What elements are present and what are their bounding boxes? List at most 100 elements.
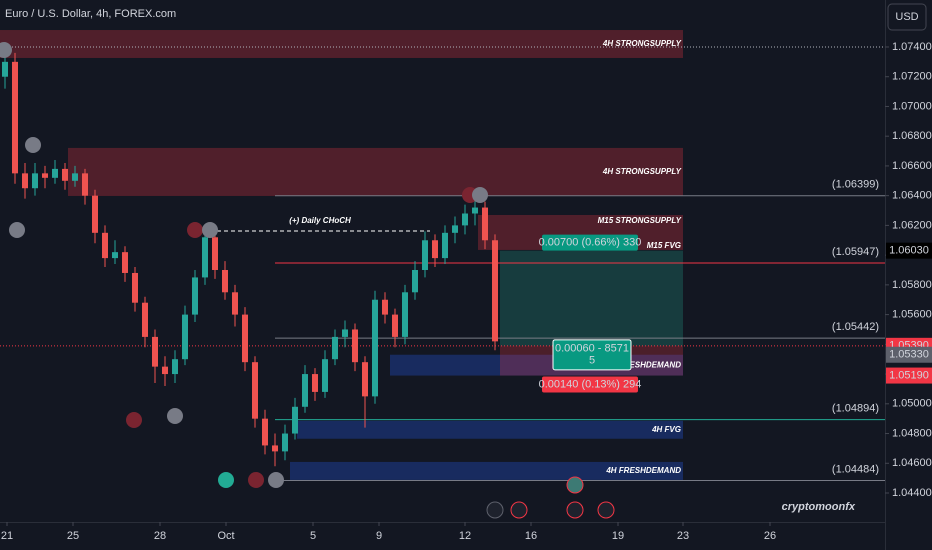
candle-body (22, 173, 28, 189)
candle-body (322, 359, 328, 392)
y-tick-label: 1.06800 (892, 130, 932, 142)
candle-body (302, 374, 308, 407)
x-tick-label: 21 (1, 530, 13, 542)
marker (187, 222, 203, 238)
candle-body (122, 252, 128, 273)
marker (0, 42, 12, 58)
zone (297, 420, 683, 439)
candle-body (262, 418, 268, 446)
currency-button[interactable] (887, 3, 927, 31)
candle-body (332, 336, 338, 360)
y-tick-label: 1.06400 (892, 190, 932, 202)
candle-body (82, 173, 88, 196)
marker (202, 222, 218, 238)
candle-body (162, 366, 168, 375)
stop-badge-text: 0.00140 (0.13%) 294 (539, 378, 642, 390)
zone-label: 4H FVG (651, 425, 681, 434)
marker (268, 472, 284, 488)
marker (248, 472, 264, 488)
marker (25, 137, 41, 153)
candle-body (342, 329, 348, 337)
zone-label: FRESHDEMAND (619, 360, 681, 369)
candle-body (72, 173, 78, 181)
marker (472, 187, 488, 203)
price-badge-label: 1.06030 (889, 245, 929, 257)
entry-badge-text: 5 (589, 355, 595, 367)
candle-body (312, 374, 318, 392)
watermark: cryptomoonfx (782, 501, 856, 513)
candle-body (42, 173, 48, 178)
level-label: (1.06399) (832, 179, 879, 191)
y-tick-label: 1.04800 (892, 427, 932, 439)
x-tick-label: 12 (459, 530, 471, 542)
zone-label: 4H STRONGSUPPLY (602, 167, 682, 176)
y-tick-label: 1.06600 (892, 160, 932, 172)
candle-body (452, 225, 458, 233)
zone-label: 4H STRONGSUPPLY (602, 39, 682, 48)
candle-body (272, 445, 278, 452)
event-icon[interactable] (597, 501, 615, 519)
candle-body (362, 362, 368, 397)
candle-body (112, 252, 118, 259)
level-label: (1.04484) (832, 463, 879, 475)
x-tick-label: 28 (154, 530, 166, 542)
y-tick-label: 1.04400 (892, 487, 932, 499)
candle-body (352, 329, 358, 363)
y-tick-label: 1.05000 (892, 398, 932, 410)
chart-title: Euro / U.S. Dollar, 4h, FOREX.com (5, 8, 176, 20)
candle-body (102, 232, 108, 259)
candle-body (12, 61, 18, 174)
candle-body (422, 240, 428, 270)
candle-body (172, 359, 178, 375)
candle-body (2, 61, 8, 77)
y-tick-label: 1.06200 (892, 219, 932, 231)
x-tick-label: Oct (217, 530, 234, 542)
zone (0, 30, 683, 58)
candle-body (432, 240, 438, 259)
currency-label[interactable]: USD (895, 11, 918, 23)
zone (68, 147, 683, 196)
level-label: (1.04894) (832, 402, 879, 414)
entry-badge-text: 0.00060 - 8571 (555, 343, 629, 355)
candle-body (212, 237, 218, 270)
candle-body (462, 213, 468, 226)
event-icon[interactable] (566, 476, 584, 494)
level-label: (1.05442) (832, 321, 879, 333)
marker (218, 472, 234, 488)
candle-body (392, 314, 398, 337)
x-tick-label: 16 (525, 530, 537, 542)
candle-body (292, 406, 298, 434)
candle-body (152, 336, 158, 367)
x-tick-label: 25 (67, 530, 79, 542)
candle-body (282, 433, 288, 452)
candle-body (132, 272, 138, 303)
price-badge-label: 1.05190 (889, 369, 929, 381)
candle-body (242, 314, 248, 363)
zone (290, 461, 683, 480)
marker (126, 412, 142, 428)
event-icon[interactable] (510, 501, 528, 519)
level-label: (1.05947) (832, 246, 879, 258)
x-tick-label: 19 (612, 530, 624, 542)
event-icon[interactable] (566, 501, 584, 519)
price-badge (886, 346, 932, 363)
candle-body (92, 195, 98, 233)
x-tick-label: 5 (310, 530, 316, 542)
zone-label: M15 STRONGSUPPLY (598, 216, 682, 225)
candle-body (472, 207, 478, 214)
candle-body (232, 292, 238, 315)
candle-body (52, 168, 58, 178)
y-tick-label: 1.05800 (892, 279, 932, 291)
candle-body (62, 168, 68, 181)
choch-label: (+) Daily CHoCH (289, 216, 351, 225)
y-tick-label: 1.05600 (892, 309, 932, 321)
target-badge-text: 0.00700 (0.66%) 330 (539, 237, 642, 249)
target-badge (542, 234, 638, 251)
target-area (500, 250, 683, 346)
fvg-label: M15 FVG (647, 241, 681, 250)
event-icon[interactable] (486, 501, 504, 519)
marker (9, 222, 25, 238)
